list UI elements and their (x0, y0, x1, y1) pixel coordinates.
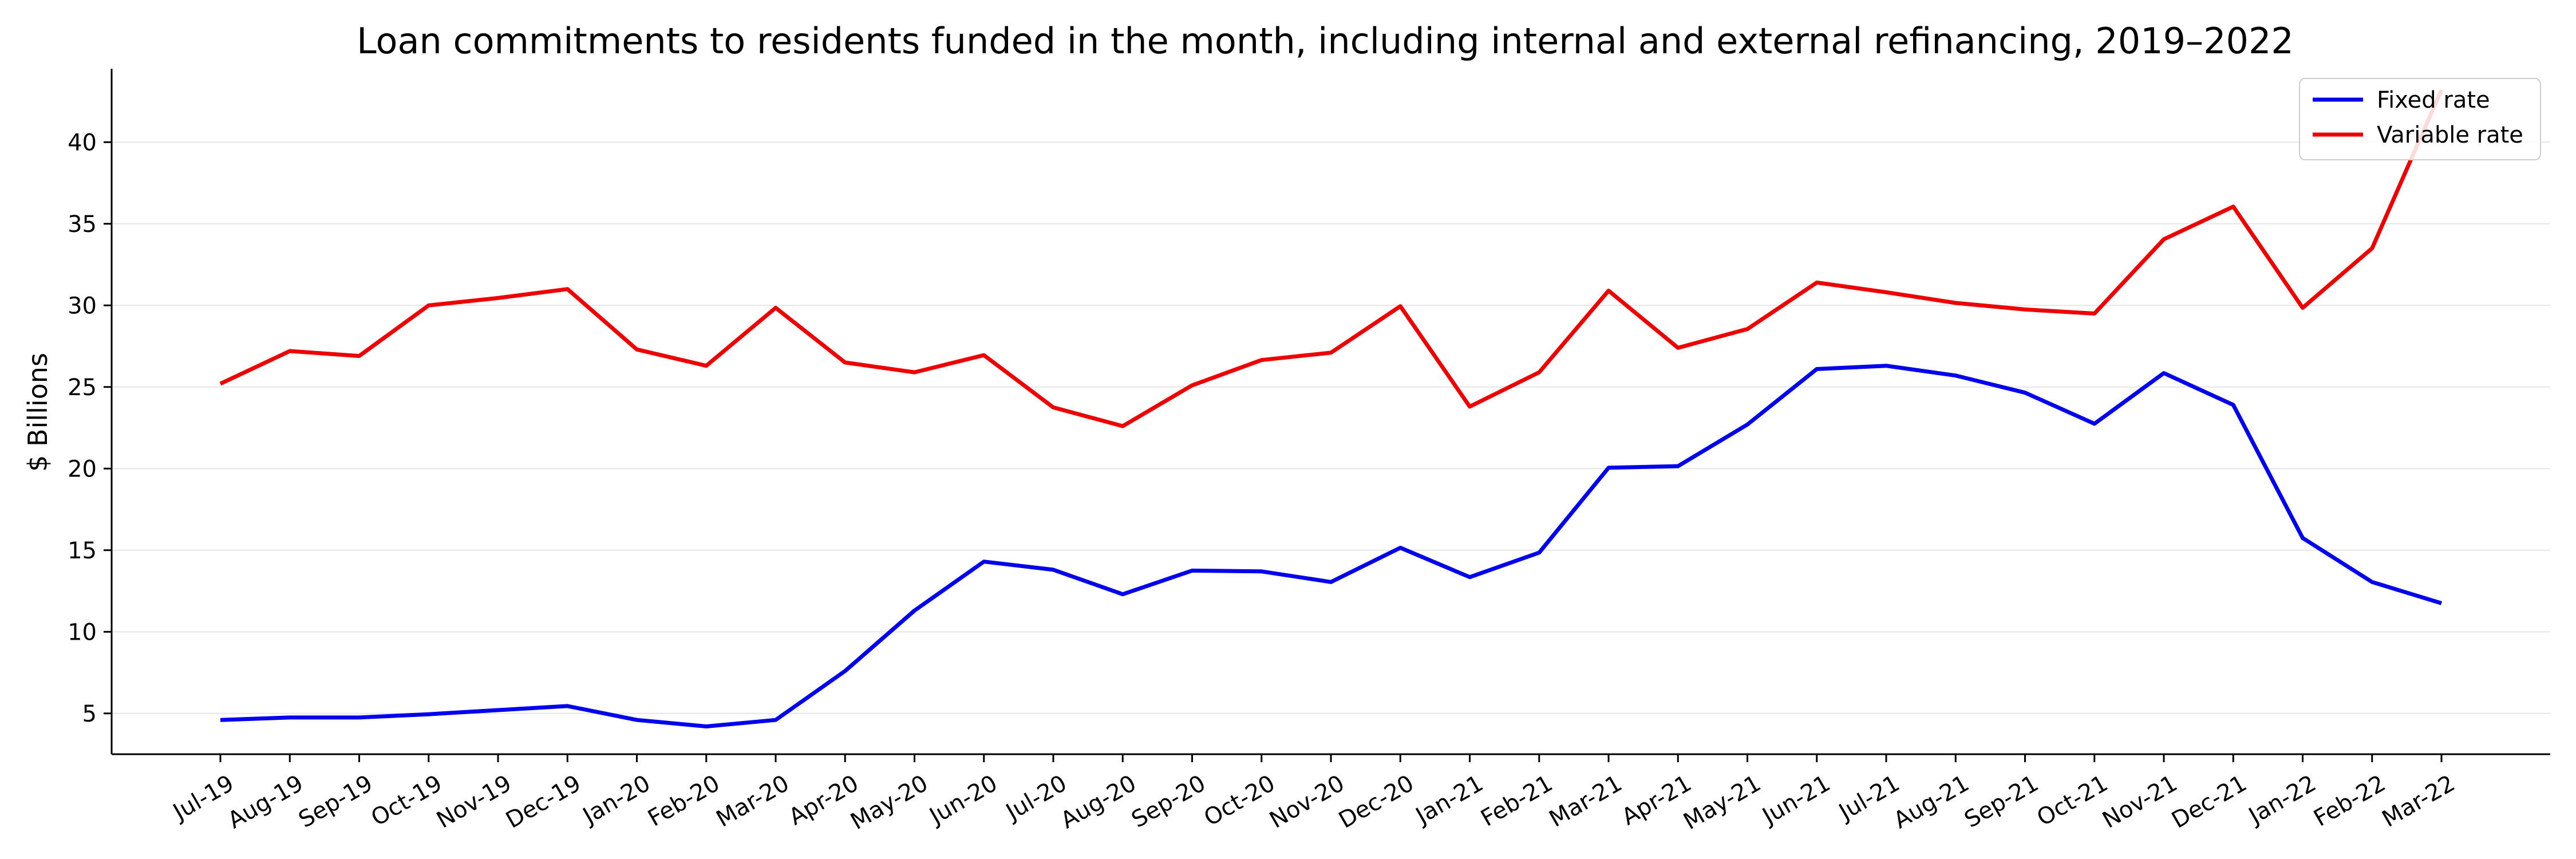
y-tick-label-5: 5 (82, 701, 97, 727)
grid-lines (112, 141, 2550, 714)
y-tick-label-10: 10 (68, 619, 97, 645)
series-line-fixed-rate (220, 364, 2443, 728)
y-tick-label-15: 15 (68, 538, 97, 564)
y-tick-label-25: 25 (68, 375, 97, 401)
y-tick-label-35: 35 (68, 211, 97, 238)
series-line-variable-rate (219, 89, 2444, 428)
y-tick-label-20: 20 (68, 456, 97, 482)
legend-label-fixed-rate: Fixed rate (2377, 87, 2490, 113)
y-axis-ticks: 5 10 15 20 25 30 35 40 (68, 129, 112, 727)
legend: Fixed rate Variable rate (2299, 78, 2541, 160)
y-axis-label: $ Billions (22, 353, 53, 472)
legend-label-variable-rate: Variable rate (2377, 122, 2523, 148)
y-tick-label-30: 30 (68, 293, 97, 319)
series-lines (219, 89, 2444, 728)
y-tick-label-40: 40 (68, 129, 97, 156)
chart-title: Loan commitments to residents funded in … (357, 20, 2294, 62)
